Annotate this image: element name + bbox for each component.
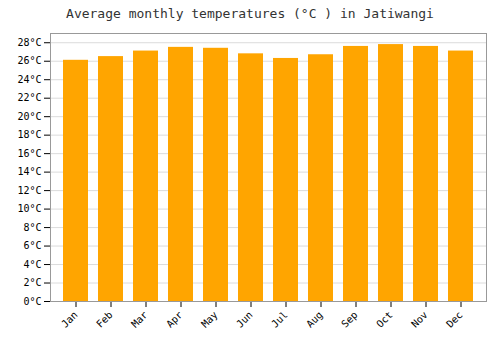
svg-text:Jun: Jun	[234, 309, 255, 330]
svg-text:20°C: 20°C	[17, 111, 41, 122]
svg-text:Jan: Jan	[59, 309, 80, 330]
svg-text:Sep: Sep	[339, 309, 360, 330]
svg-text:18°C: 18°C	[17, 129, 41, 140]
svg-text:Dec: Dec	[444, 309, 465, 330]
svg-text:Nov: Nov	[409, 309, 430, 330]
svg-text:14°C: 14°C	[17, 166, 41, 177]
svg-text:Apr: Apr	[164, 309, 185, 330]
svg-text:22°C: 22°C	[17, 92, 41, 103]
svg-text:2°C: 2°C	[23, 277, 41, 288]
svg-text:24°C: 24°C	[17, 74, 41, 85]
svg-text:May: May	[199, 309, 220, 330]
svg-text:10°C: 10°C	[17, 203, 41, 214]
svg-text:Aug: Aug	[304, 309, 325, 330]
html-text:Average monthly temperatures (: Average monthly temperatures (°C ) in Ja…	[66, 6, 434, 21]
svg-text:26°C: 26°C	[17, 55, 41, 66]
svg-text:8°C: 8°C	[23, 222, 41, 233]
svg-text:Feb: Feb	[94, 309, 115, 330]
svg-text:6°C: 6°C	[23, 240, 41, 251]
svg-text:Jul: Jul	[269, 309, 290, 330]
svg-text:28°C: 28°C	[17, 37, 41, 48]
svg-text:12°C: 12°C	[17, 185, 41, 196]
svg-text:Oct: Oct	[374, 309, 395, 330]
svg-text:0°C: 0°C	[23, 296, 41, 307]
svg-text:4°C: 4°C	[23, 259, 41, 270]
svg-text:16°C: 16°C	[17, 148, 41, 159]
svg-text:Mar: Mar	[129, 309, 150, 330]
